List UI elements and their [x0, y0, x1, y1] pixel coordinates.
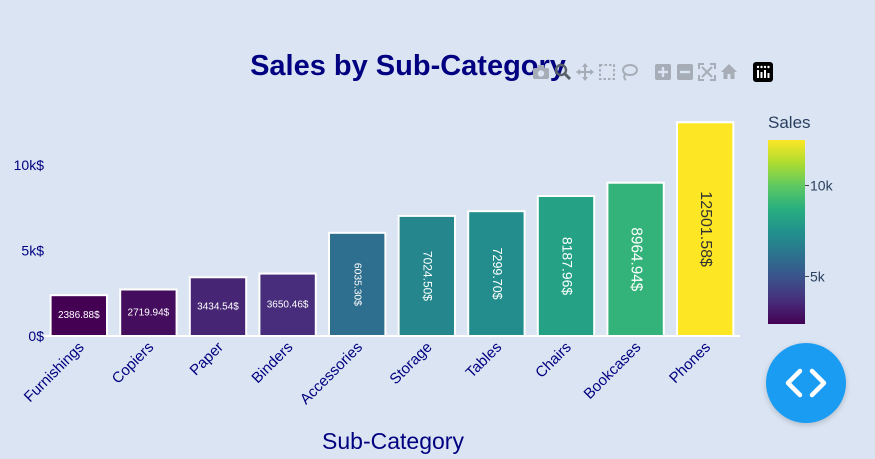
bar-series: 2386.88$ 2719.94$ 3434.54$ 3650.46$ 6035.30$…: [49, 121, 735, 338]
colorbar-tick-label: 5k: [810, 268, 826, 284]
reset-axes-icon[interactable]: [718, 61, 740, 83]
bar-data-label: 3650.46$: [267, 299, 309, 310]
y-tick-label: 0$: [28, 328, 44, 344]
bar[interactable]: [119, 288, 178, 337]
bar-data-label: 8187.96$: [559, 237, 575, 296]
bar[interactable]: [467, 210, 526, 337]
bar-data-label: 2719.94$: [128, 307, 170, 318]
zoom-in-icon[interactable]: [652, 61, 674, 83]
bar-data-label: 2386.88$: [58, 310, 100, 321]
camera-icon[interactable]: [530, 61, 552, 83]
bar[interactable]: [397, 214, 456, 337]
bar-data-label: 6035.30$: [351, 263, 362, 306]
bar[interactable]: [606, 181, 665, 337]
bar-data-label: 7299.70$: [490, 248, 504, 300]
colorbar-gradient: [768, 140, 805, 324]
zoom-out-icon[interactable]: [674, 61, 696, 83]
x-tick-label: Storage: [386, 339, 435, 388]
x-axis: Furnishings Copiers Paper Binders Accessorie…: [21, 339, 714, 408]
x-tick-label: Bookcases: [581, 339, 645, 403]
x-tick-label: Accessories: [297, 339, 366, 408]
colorbar-tick-label: 10k: [810, 178, 834, 194]
modebar: [530, 60, 774, 84]
box-select-icon[interactable]: [596, 61, 618, 83]
x-axis-title: Sub-Category: [322, 428, 464, 454]
colorbar-legend: Sales 5k 10k: [768, 113, 834, 324]
bar[interactable]: [676, 121, 735, 337]
bar-data-label: 7024.50$: [421, 251, 435, 301]
x-tick-label: Paper: [187, 339, 227, 379]
x-tick-label: Copiers: [109, 339, 158, 388]
bar[interactable]: [49, 294, 108, 338]
lasso-select-icon[interactable]: [618, 61, 640, 83]
y-tick-label: 10k$: [14, 157, 45, 173]
autoscale-icon[interactable]: [696, 61, 718, 83]
pan-icon[interactable]: [574, 61, 596, 83]
bar-data-label: 8964.94$: [628, 227, 645, 291]
y-axis: 0$ 5k$ 10k$: [14, 157, 45, 344]
bar-data-label: 3434.54$: [197, 301, 239, 312]
bar[interactable]: [328, 231, 387, 337]
plotly-logo-icon[interactable]: [752, 61, 774, 83]
zoom-icon[interactable]: [552, 61, 574, 83]
y-tick-label: 5k$: [21, 243, 44, 259]
chart-title: Sales by Sub-Category: [250, 50, 566, 82]
bar[interactable]: [536, 195, 596, 337]
x-tick-label: Furnishings: [21, 339, 88, 406]
colorbar-title: Sales: [768, 113, 811, 132]
x-tick-label: Binders: [248, 339, 296, 387]
code-toggle-button[interactable]: [766, 343, 846, 423]
x-tick-label: Tables: [463, 339, 506, 382]
code-icon: [785, 368, 827, 398]
x-tick-label: Phones: [666, 339, 714, 387]
x-tick-label: Chairs: [532, 339, 575, 382]
bar-data-label: 12501.58$: [697, 191, 714, 267]
